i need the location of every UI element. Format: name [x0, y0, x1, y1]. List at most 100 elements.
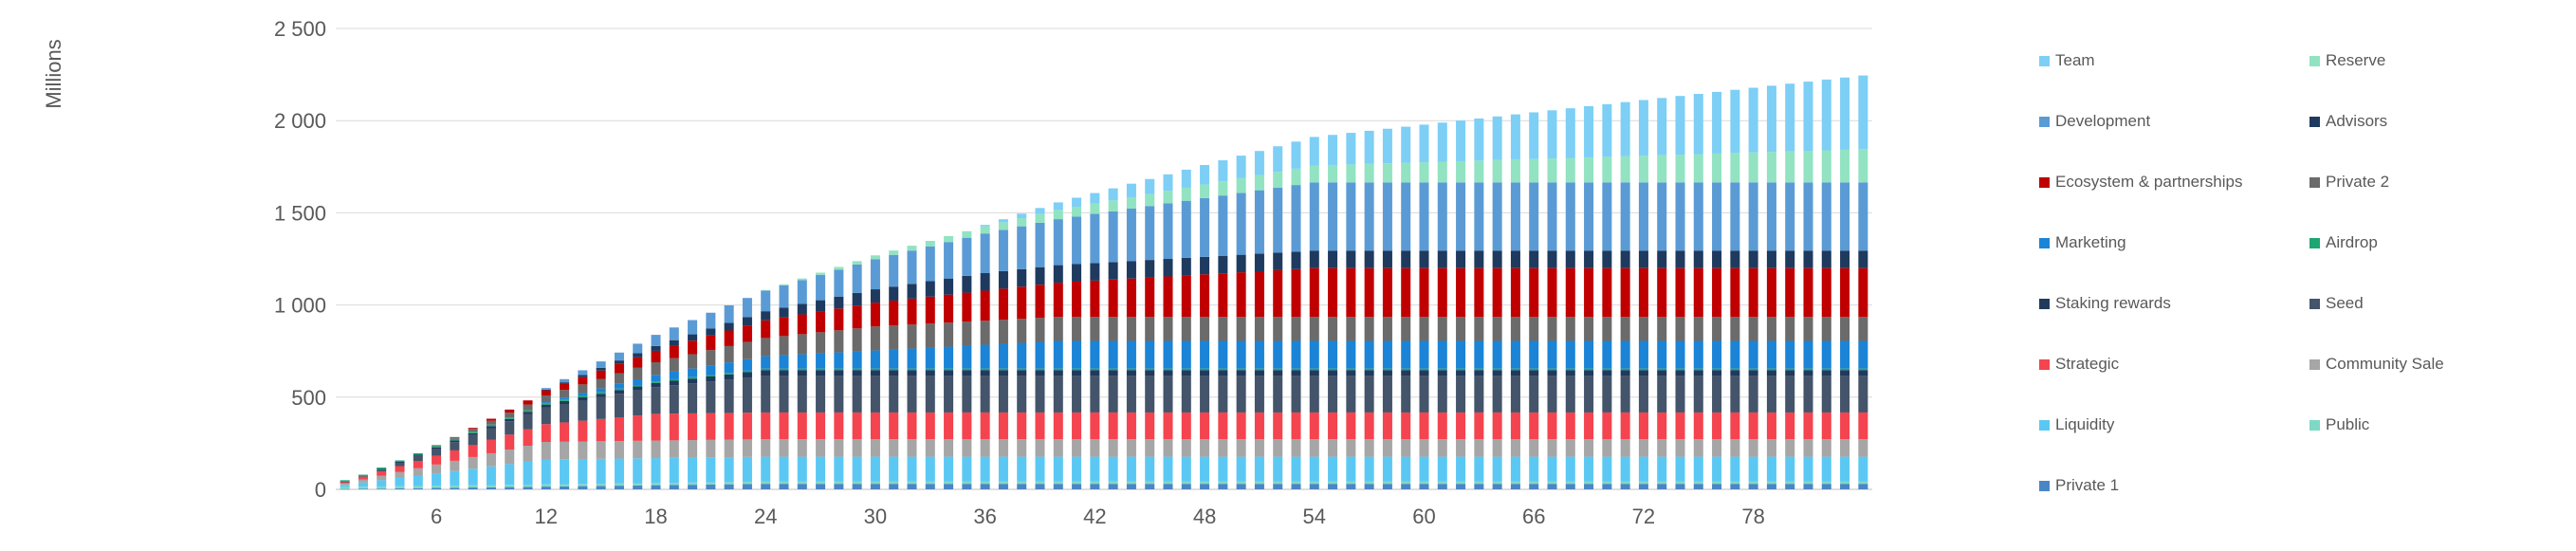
- bar-segment: [1638, 100, 1648, 156]
- legend-label: Liquidity: [2055, 415, 2115, 433]
- bar-segment: [1218, 439, 1228, 457]
- bar-segment: [962, 412, 972, 440]
- bar-segment: [742, 482, 752, 485]
- bar-segment: [1584, 484, 1594, 489]
- bar-segment: [925, 246, 935, 282]
- bar-segment: [1620, 317, 1630, 341]
- bar-segment: [742, 298, 752, 318]
- bar-segment: [1858, 75, 1868, 150]
- bar-segment: [1200, 376, 1210, 413]
- bar-segment: [450, 438, 460, 441]
- bar-segment: [358, 474, 368, 477]
- y-tick-label: 500: [291, 386, 326, 410]
- bar-segment: [1254, 340, 1264, 369]
- bar-segment: [633, 485, 643, 489]
- bar-segment: [1437, 370, 1447, 377]
- bar-segment: [651, 458, 661, 484]
- bar-segment: [1254, 481, 1264, 485]
- bar-segment: [1510, 484, 1520, 489]
- bar-segment: [1364, 439, 1374, 457]
- bar-segment: [870, 481, 880, 485]
- bar-segment: [1309, 484, 1319, 489]
- bar-segment: [1126, 278, 1136, 318]
- bar-segment: [1675, 481, 1685, 485]
- bar-segment: [1456, 481, 1466, 485]
- bar-segment: [1858, 481, 1868, 485]
- bar-segment: [1382, 250, 1392, 268]
- bar-segment: [1437, 340, 1447, 369]
- bar-segment: [1584, 456, 1594, 482]
- bar-segment: [1840, 484, 1850, 489]
- bar-segment: [560, 390, 570, 398]
- bar-segment: [1785, 412, 1795, 440]
- bar-segment: [1291, 368, 1301, 371]
- bar-segment: [432, 464, 442, 474]
- bar-segment: [1035, 208, 1045, 214]
- y-tick-label: 1 000: [274, 294, 326, 318]
- bar-segment: [1730, 370, 1740, 377]
- bar-segment: [450, 487, 460, 489]
- bar-segment: [962, 376, 972, 413]
- bar-segment: [1419, 267, 1429, 318]
- bar-segment: [1620, 439, 1630, 457]
- bar-segment: [1346, 267, 1356, 318]
- bar-segment: [1236, 317, 1246, 341]
- bar-segment: [1620, 340, 1630, 369]
- bar-segment: [980, 439, 990, 457]
- bar-segment: [505, 413, 515, 418]
- legend-item: Private 2: [2309, 171, 2389, 193]
- bar-segment: [1090, 456, 1100, 482]
- y-tick-label: 0: [315, 478, 326, 502]
- bar-segment: [358, 476, 368, 480]
- bar-segment: [596, 484, 606, 487]
- bar-segment: [1328, 164, 1338, 183]
- legend-label: Airdrop: [2326, 233, 2378, 251]
- bar-segment: [1163, 484, 1173, 489]
- bar-segment: [1602, 439, 1612, 457]
- bar-segment: [889, 370, 899, 377]
- legend-label: Private 1: [2055, 476, 2120, 494]
- legend-item: Strategic: [2039, 353, 2119, 376]
- bar-segment: [1510, 370, 1520, 377]
- bar-segment: [998, 376, 1008, 413]
- bar-segment: [377, 488, 387, 489]
- bar-segment: [1803, 370, 1813, 377]
- bar-segment: [413, 454, 423, 456]
- bar-segment: [1730, 412, 1740, 440]
- bar-segment: [614, 394, 624, 418]
- x-tick-label: 72: [1632, 505, 1655, 528]
- bar-segment: [907, 246, 917, 251]
- bar-segment: [998, 412, 1008, 440]
- bar-segment: [742, 370, 752, 373]
- bar-segment: [523, 446, 533, 462]
- legend-item: Advisors: [2309, 110, 2387, 133]
- bar-segment: [1437, 481, 1447, 485]
- bar-segment: [925, 376, 935, 413]
- bar-segment: [1419, 182, 1429, 251]
- bar-segment: [797, 456, 807, 482]
- bar-segment: [998, 219, 1008, 223]
- bar-segment: [907, 284, 917, 299]
- bar-segment: [1364, 368, 1374, 371]
- bar-segment: [1766, 317, 1776, 341]
- bar-segment: [596, 418, 606, 442]
- bar-segment: [1840, 368, 1850, 371]
- bar-segment: [1492, 267, 1502, 318]
- bar-segment: [1474, 481, 1484, 485]
- bar-segment: [395, 477, 405, 487]
- bar-segment: [962, 230, 972, 238]
- bar-segment: [1126, 481, 1136, 485]
- bar-segment: [1766, 368, 1776, 371]
- bar-segment: [962, 345, 972, 369]
- bar-segment: [1401, 484, 1411, 489]
- bar-segment: [340, 483, 350, 486]
- bar-segment: [1510, 368, 1520, 371]
- bar-segment: [1437, 122, 1447, 162]
- bar-segment: [468, 432, 478, 435]
- bar-segment: [1766, 376, 1776, 413]
- bar-segment: [1200, 317, 1210, 341]
- bar-segment: [1053, 368, 1063, 371]
- bar-segment: [1456, 456, 1466, 482]
- bar-segment: [1584, 105, 1594, 157]
- legend-swatch: [2039, 358, 2050, 370]
